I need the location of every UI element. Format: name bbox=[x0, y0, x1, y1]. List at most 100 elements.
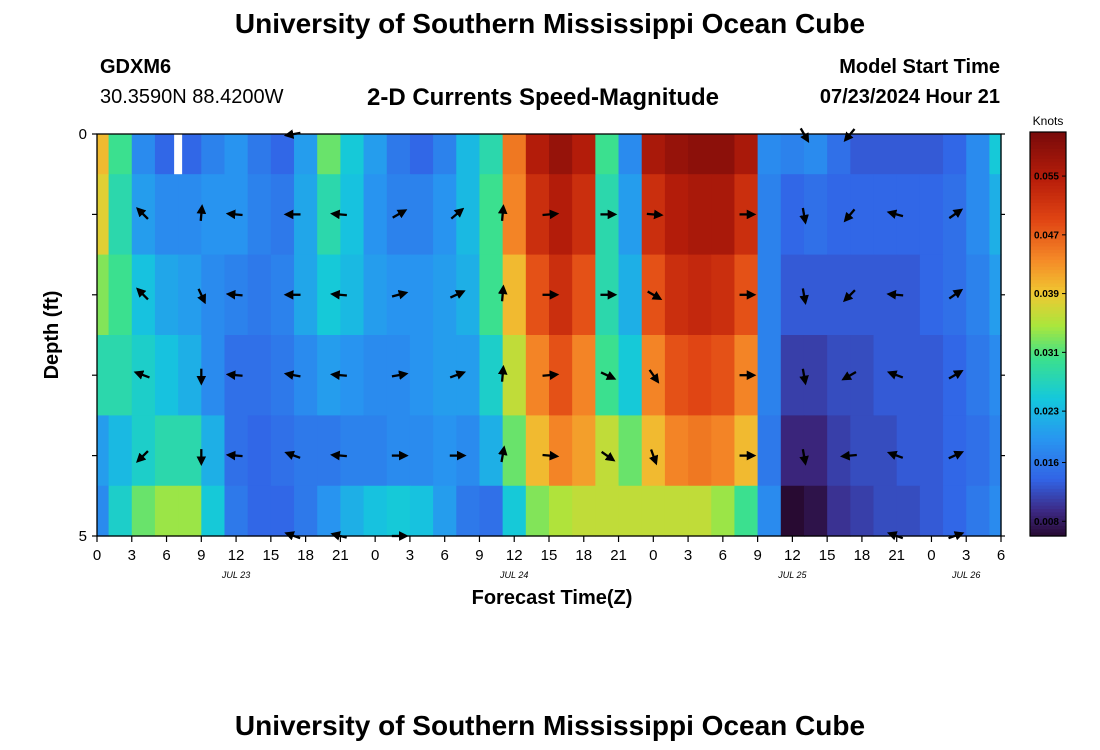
colorbar-swatch bbox=[1030, 239, 1066, 244]
current-vector bbox=[843, 289, 856, 303]
heatmap-cell bbox=[780, 134, 805, 175]
heatmap-cell bbox=[317, 174, 341, 256]
x-tick-label: 18 bbox=[854, 547, 871, 564]
colorbar-swatch bbox=[1030, 472, 1066, 476]
heatmap-cell bbox=[456, 254, 481, 336]
colorbar-swatch bbox=[1030, 350, 1066, 355]
current-vectors bbox=[133, 127, 965, 541]
heatmap-cell bbox=[340, 174, 365, 256]
colorbar-swatch bbox=[1030, 488, 1066, 493]
colorbar-swatch bbox=[1030, 243, 1066, 248]
colorbar-swatch bbox=[1030, 145, 1066, 150]
heatmap-cell bbox=[549, 485, 573, 537]
current-vector bbox=[799, 207, 809, 225]
model-start-label: Model Start Time bbox=[839, 56, 1000, 78]
heatmap-cell bbox=[270, 134, 295, 175]
colorbar: 0.055 0.047 0.039 0.031 0.023 0.016 0.008 bbox=[1029, 131, 1067, 537]
heatmap-cell bbox=[827, 415, 851, 487]
heatmap-cell bbox=[757, 415, 782, 487]
current-vector bbox=[330, 450, 347, 461]
model-start-value: 07/23/2024 Hour 21 bbox=[819, 86, 1000, 108]
heatmap-cell bbox=[734, 134, 759, 175]
chart-title: 2-D Currents Speed-Magnitude bbox=[367, 84, 720, 111]
colorbar-swatch bbox=[1030, 334, 1066, 338]
current-vector bbox=[648, 369, 660, 384]
x-tick-label: 0 bbox=[93, 547, 101, 564]
colorbar-swatch bbox=[1030, 421, 1066, 426]
heatmap-cell bbox=[966, 485, 991, 537]
x-tick-label: 9 bbox=[753, 547, 761, 564]
station-id: GDXM6 bbox=[100, 56, 172, 78]
heatmap-cell bbox=[572, 254, 596, 336]
heatmap-cell bbox=[502, 485, 527, 537]
colorbar-swatch bbox=[1030, 320, 1066, 325]
x-tick-label: 3 bbox=[684, 547, 692, 564]
colorbar-swatch bbox=[1030, 202, 1066, 207]
heatmap-cell bbox=[108, 254, 133, 336]
colorbar-swatch bbox=[1030, 441, 1066, 446]
current-vector bbox=[283, 370, 301, 380]
x-tick-label: 6 bbox=[997, 547, 1005, 564]
heatmap-cells bbox=[97, 134, 1002, 537]
heatmap-cell bbox=[618, 485, 643, 537]
colorbar-swatch bbox=[1030, 505, 1066, 510]
heatmap-cell bbox=[641, 415, 666, 487]
date-label: JUL 24 bbox=[499, 570, 528, 580]
x-tick-label: 15 bbox=[263, 547, 280, 564]
current-vector bbox=[450, 207, 465, 220]
current-vector bbox=[449, 370, 467, 380]
heatmap-cell bbox=[989, 335, 1002, 416]
current-vector bbox=[600, 371, 617, 380]
heatmap-cell bbox=[757, 485, 782, 537]
current-vector bbox=[196, 204, 207, 221]
heatmap-cell bbox=[201, 415, 226, 487]
colorbar-swatch bbox=[1030, 246, 1066, 251]
current-vector bbox=[225, 450, 243, 461]
colorbar-swatch bbox=[1030, 155, 1066, 160]
heatmap-cell bbox=[595, 485, 620, 537]
heatmap-cell bbox=[294, 485, 318, 537]
heatmap-cell bbox=[850, 174, 875, 256]
colorbar-swatch bbox=[1030, 158, 1066, 163]
heatmap-cell bbox=[989, 134, 1002, 175]
x-tick-label: 6 bbox=[719, 547, 727, 564]
x-tick-label: 3 bbox=[406, 547, 414, 564]
colorbar-swatch bbox=[1030, 172, 1066, 177]
heatmap-cell bbox=[97, 174, 110, 256]
heatmap-cell bbox=[386, 134, 411, 175]
heatmap-cell bbox=[97, 254, 110, 336]
heatmap-cell bbox=[688, 335, 712, 416]
heatmap-cell bbox=[989, 174, 1002, 256]
heatmap-cell bbox=[178, 485, 202, 537]
current-vector bbox=[948, 450, 965, 460]
current-vector bbox=[840, 450, 857, 461]
colorbar-swatch bbox=[1030, 293, 1066, 298]
heatmap-cell bbox=[340, 335, 365, 416]
colorbar-swatch bbox=[1030, 381, 1066, 386]
current-vector bbox=[886, 209, 904, 219]
heatmap-cell bbox=[757, 335, 782, 416]
current-vector bbox=[649, 449, 659, 466]
current-vector bbox=[843, 208, 856, 223]
heatmap-cell bbox=[618, 335, 643, 416]
x-tick-label: 15 bbox=[541, 547, 558, 564]
footer-title: University of Southern Mississippi Ocean… bbox=[234, 710, 866, 741]
heatmap-cell bbox=[641, 134, 666, 175]
heatmap-cell bbox=[525, 415, 550, 487]
y-tick-label: 5 bbox=[79, 528, 87, 545]
colorbar-swatch bbox=[1030, 509, 1066, 514]
heatmap-cell bbox=[479, 335, 504, 416]
colorbar-swatch bbox=[1030, 270, 1066, 274]
colorbar-tick-label: 0.047 bbox=[1034, 230, 1059, 241]
heatmap-cell bbox=[711, 134, 736, 175]
x-tick-label: 18 bbox=[575, 547, 592, 564]
colorbar-swatch bbox=[1030, 152, 1066, 157]
colorbar-swatch bbox=[1030, 435, 1066, 439]
date-label: JUL 25 bbox=[777, 570, 807, 580]
heatmap-cell bbox=[873, 134, 898, 175]
colorbar-swatch bbox=[1030, 515, 1066, 520]
heatmap-cell bbox=[873, 415, 898, 487]
current-vector bbox=[136, 287, 149, 301]
current-vector bbox=[799, 448, 809, 466]
current-vector bbox=[948, 288, 964, 300]
